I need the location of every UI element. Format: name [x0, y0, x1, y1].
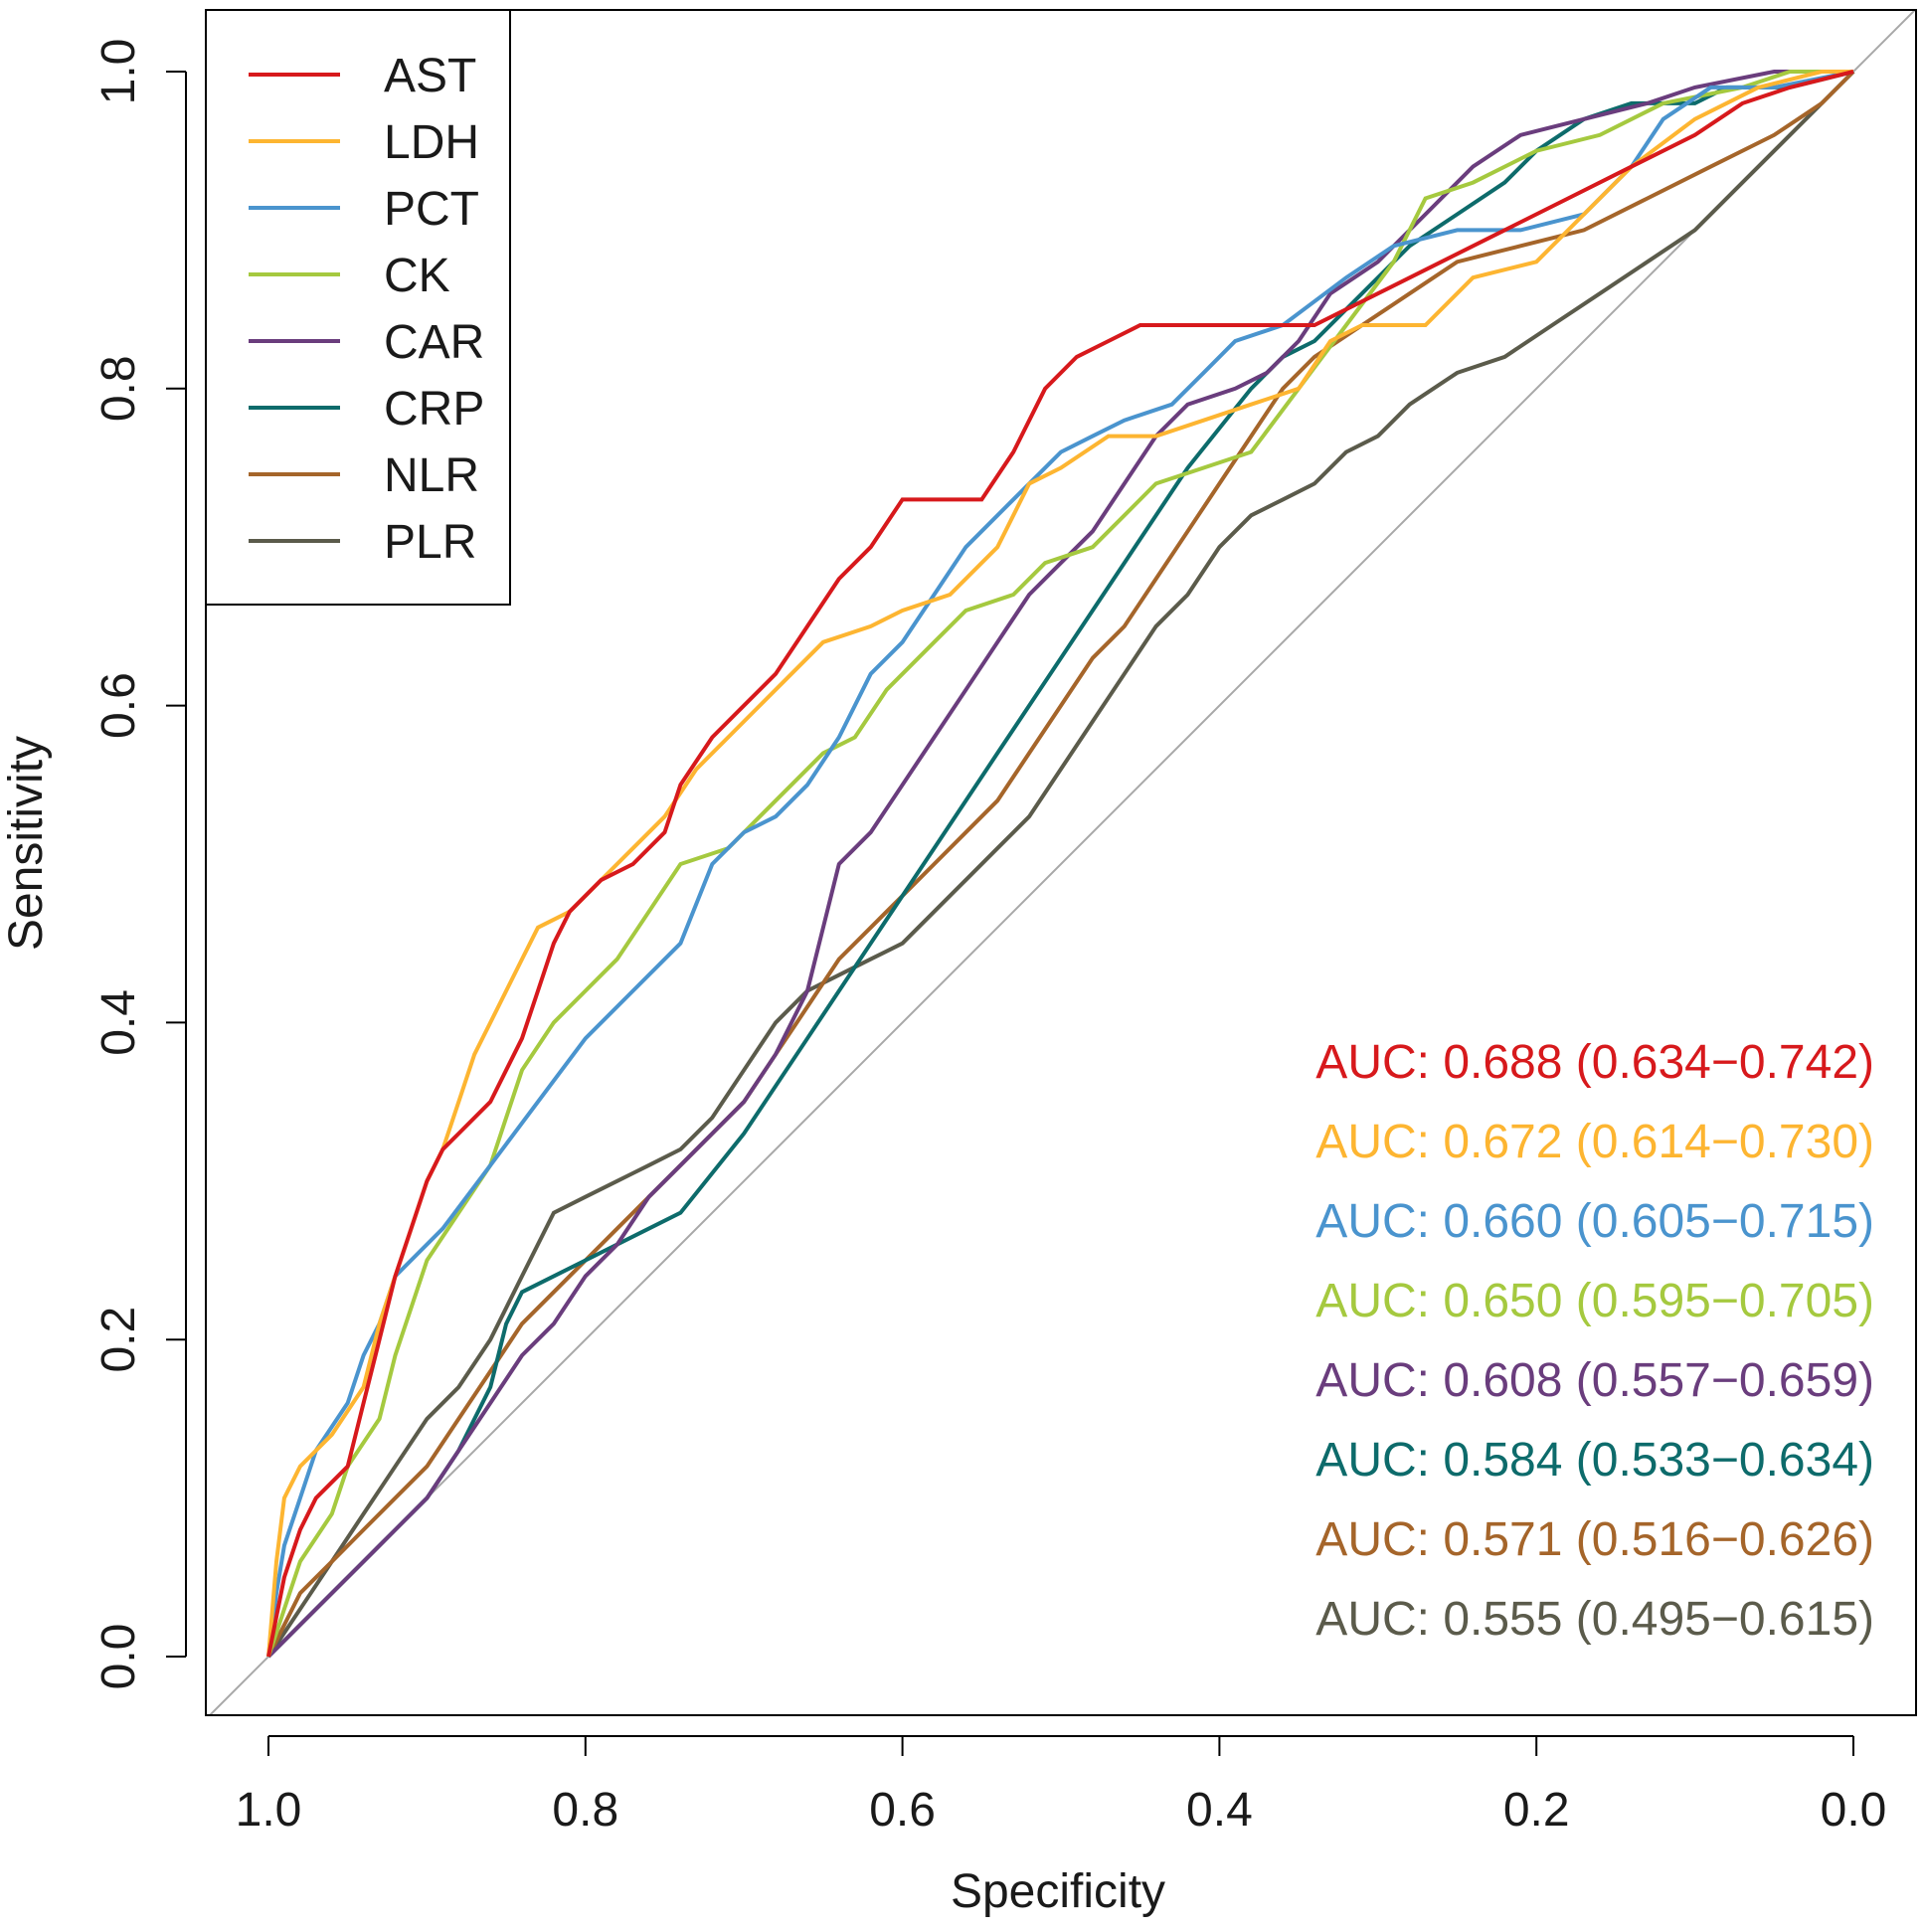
plot-frame [205, 9, 1917, 1716]
legend-entry-ast: AST [249, 50, 476, 102]
legend-frame [205, 9, 511, 606]
x-tick-label: 0.0 [1821, 1784, 1887, 1837]
auc-label-pct: AUC: 0.660 (0.605−0.715) [1315, 1195, 1874, 1248]
axes: 1.0 0.8 0.6 0.4 0.2 0.0 0.0 0.2 0.4 0.6 0.8 1.0 [92, 9, 1917, 1837]
x-tick-label: 0.6 [869, 1784, 936, 1837]
auc-label-car: AUC: 0.608 (0.557−0.659) [1315, 1354, 1874, 1407]
auc-label-ldh: AUC: 0.672 (0.614−0.730) [1315, 1116, 1874, 1168]
roc-curve-plr [266, 70, 1855, 1659]
legend-entry-nlr: NLR [249, 449, 479, 502]
auc-label-plr: AUC: 0.555 (0.495−0.615) [1315, 1593, 1874, 1646]
legend: AST LDH PCT CK CAR CRP NLR PLR [205, 9, 511, 606]
legend-label: PCT [384, 183, 479, 236]
auc-label-crp: AUC: 0.584 (0.533−0.634) [1315, 1434, 1874, 1487]
legend-label: PLR [384, 516, 476, 569]
y-tick-label: 0.8 [92, 355, 145, 422]
legend-entry-ldh: LDH [249, 116, 479, 169]
roc-curve-car [266, 70, 1853, 1659]
legend-entry-plr: PLR [249, 516, 476, 569]
x-tick-label: 0.2 [1503, 1784, 1570, 1837]
legend-label: NLR [384, 449, 479, 502]
y-tick-label: 0.4 [92, 989, 145, 1056]
legend-label: AST [384, 50, 476, 102]
reference-diagonal [208, 10, 1916, 1715]
y-tick-label: 1.0 [92, 39, 145, 105]
legend-label: CRP [384, 383, 484, 436]
legend-label: LDH [384, 116, 479, 169]
legend-entry-car: CAR [249, 316, 484, 369]
auc-label-ast: AUC: 0.688 (0.634−0.742) [1315, 1036, 1874, 1089]
y-tick-label: 0.6 [92, 672, 145, 739]
roc-curve-ck [266, 70, 1853, 1658]
x-tick-label: 0.8 [552, 1784, 618, 1837]
auc-label-nlr: AUC: 0.571 (0.516−0.626) [1315, 1513, 1874, 1566]
x-axis-title: Specificity [951, 1865, 1165, 1918]
legend-entry-pct: PCT [249, 183, 479, 236]
legend-label: CK [384, 250, 450, 302]
x-tick-label: 0.4 [1186, 1784, 1253, 1837]
roc-curve-ast [266, 70, 1854, 1658]
y-tick-label: 0.0 [92, 1624, 145, 1690]
legend-entry-crp: CRP [249, 383, 484, 436]
auc-label-ck: AUC: 0.650 (0.595−0.705) [1315, 1275, 1874, 1327]
y-tick-label: 0.2 [92, 1307, 145, 1373]
x-tick-label: 1.0 [236, 1784, 302, 1837]
legend-entry-ck: CK [249, 250, 450, 302]
plot-area [208, 10, 1916, 1715]
y-axis-title: Sensitivity [0, 736, 53, 951]
legend-label: CAR [384, 316, 484, 369]
auc-annotations: AUC: 0.688 (0.634−0.742) AUC: 0.672 (0.61… [1315, 1036, 1874, 1646]
